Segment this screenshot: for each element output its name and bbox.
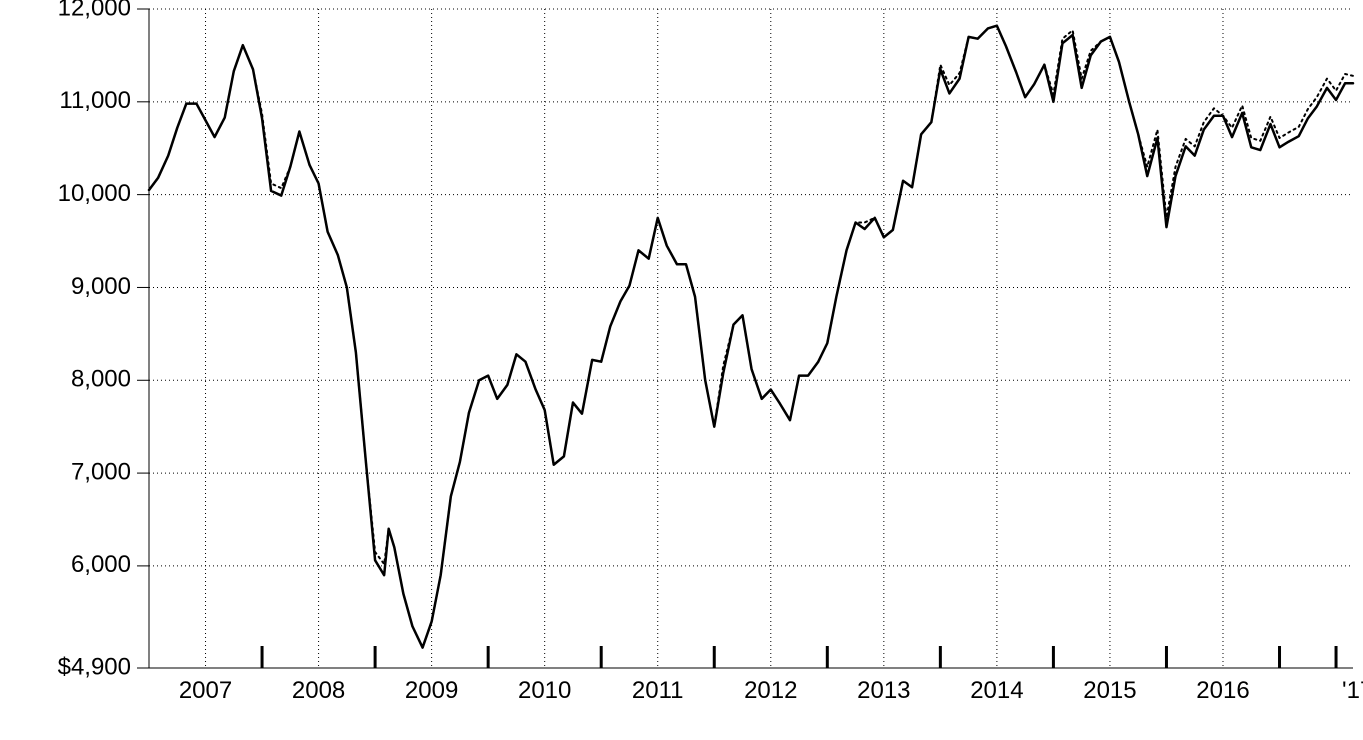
series-series_b_dotted — [149, 26, 1353, 648]
y-tick-label: 10,000 — [58, 180, 131, 207]
x-tick-label: 2014 — [970, 677, 1023, 704]
y-tick-label: 6,000 — [71, 551, 131, 578]
x-tick-label: 2011 — [632, 677, 684, 704]
x-tick-label: 2013 — [857, 677, 910, 704]
x-tick-label: 2012 — [744, 677, 797, 704]
y-tick-label: 8,000 — [71, 366, 131, 393]
x-tick-label: 2007 — [179, 677, 232, 704]
series-series_a_solid — [149, 26, 1353, 648]
y-tick-label: 7,000 — [71, 458, 131, 485]
x-tick-label-17: '17 — [1342, 677, 1363, 704]
x-axis: 2007 2008 2009 2010 2011 2012 2013 2014 2015 2016… — [149, 646, 1363, 704]
y-tick-label: 11,000 — [59, 87, 131, 114]
y-axis: $4,900 6,000 7,000 8,000 9,000 10,000 11,000 12… — [58, 0, 149, 680]
y-tick-label: $4,900 — [58, 653, 131, 680]
chart-gridlines — [149, 9, 1353, 668]
x-tick-label: 2010 — [518, 677, 571, 704]
x-tick-label: 2015 — [1083, 677, 1136, 704]
chart-series — [149, 26, 1353, 648]
y-tick-label: 9,000 — [71, 273, 131, 300]
line-chart: $4,900 6,000 7,000 8,000 9,000 10,000 11,000 12… — [0, 0, 1363, 740]
x-tick-label: 2016 — [1196, 677, 1249, 704]
y-tick-label: 12,000 — [58, 0, 131, 21]
x-tick-label: 2008 — [292, 677, 345, 704]
x-tick-label: 2009 — [405, 677, 458, 704]
